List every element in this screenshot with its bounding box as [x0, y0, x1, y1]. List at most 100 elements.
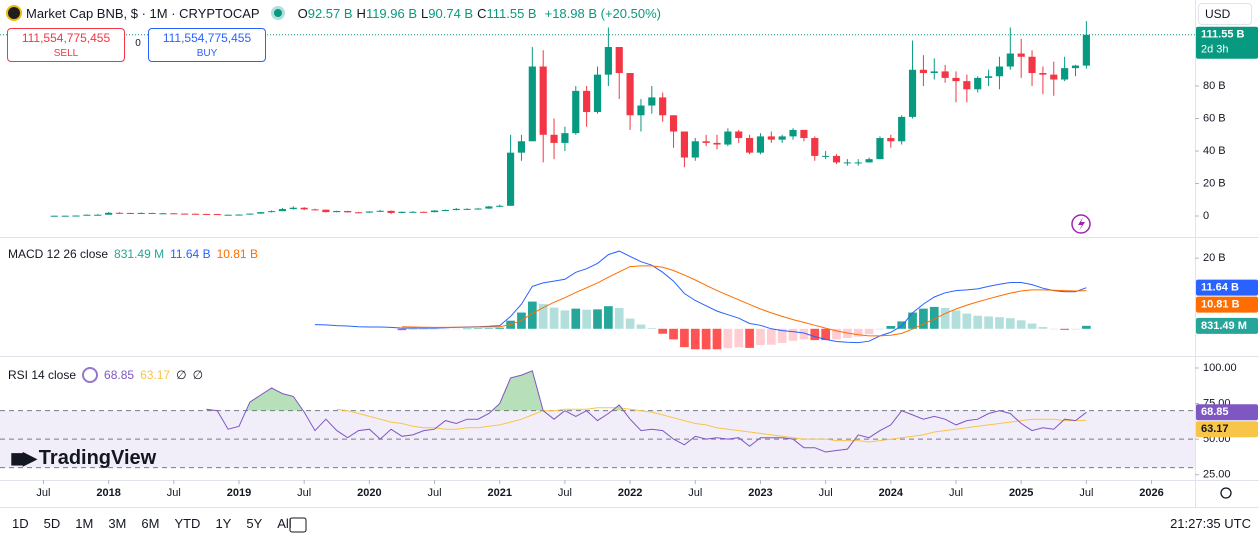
candle-body — [507, 152, 515, 206]
settings-icon[interactable] — [1220, 487, 1232, 499]
candle-body — [746, 138, 754, 153]
range-button[interactable]: 1D — [12, 516, 29, 531]
symbol-logo — [6, 5, 22, 21]
candle-body — [626, 73, 634, 116]
value-tag-bg — [1196, 279, 1258, 296]
candle-body — [778, 136, 786, 140]
symbol-title[interactable]: Market Cap BNB, $ · 1M · CRYPTOCAP — [26, 5, 260, 21]
x-tick-label: Jul — [949, 487, 963, 499]
candle-body — [898, 116, 906, 142]
histogram-bar — [538, 304, 548, 329]
candle-body — [854, 162, 862, 164]
value-tag-bg — [1196, 317, 1258, 334]
x-tick-label: 2022 — [618, 487, 642, 499]
histogram-bar — [614, 307, 624, 329]
candle-body — [496, 205, 504, 207]
histogram-bar — [951, 310, 961, 329]
ohlc-value: 92.57 B — [307, 5, 353, 21]
range-button[interactable]: 3M — [108, 516, 127, 531]
histogram-bar — [1027, 323, 1037, 329]
candle-body — [735, 131, 743, 139]
countdown: 2d 3h — [1201, 44, 1229, 56]
last-price-tag-bg — [1196, 26, 1258, 59]
candle-body — [170, 213, 178, 215]
histogram-bar — [430, 328, 439, 330]
indicator-title: MACD 12 26 close — [8, 247, 109, 261]
value-tag: 68.85 — [1201, 406, 1229, 418]
histogram-bar — [810, 328, 820, 341]
histogram-bar — [658, 328, 668, 334]
range-button[interactable]: 5D — [43, 516, 61, 531]
candle-body — [344, 210, 352, 213]
candle-body — [822, 155, 830, 157]
candle-body — [767, 136, 775, 140]
candle-body — [908, 69, 917, 117]
range-button[interactable]: 1Y — [215, 516, 232, 531]
y-tick-label: 20 B — [1203, 177, 1226, 189]
rsi-legend: RSI 14 close 68.85 63.17 ∅ ∅ — [8, 367, 203, 383]
change: +18.98 B (+20.50%) — [544, 5, 661, 21]
range-button[interactable]: 5Y — [246, 516, 263, 531]
status-dot — [273, 9, 282, 17]
candle-body — [995, 66, 1004, 77]
candle-body — [713, 142, 721, 145]
toolbar: 1D 5D 1M 3M 6M YTD 1Y 5Y All — [12, 516, 292, 531]
candle-body — [300, 207, 308, 210]
range-button[interactable]: All — [277, 516, 292, 531]
x-tick-label: 2023 — [748, 487, 772, 499]
candle-body — [398, 211, 406, 213]
candle-body — [517, 141, 526, 153]
ohlc-key: H — [356, 5, 366, 21]
ohlc-value: 119.96 B — [365, 5, 418, 21]
candle-body — [387, 210, 395, 213]
currency-select[interactable]: USD — [1198, 3, 1252, 25]
candle-body — [941, 71, 949, 78]
histogram-bar — [625, 318, 635, 329]
sell-button[interactable]: 111,554,775,455 SELL — [7, 28, 125, 62]
candle-body — [72, 215, 80, 217]
histogram-bar — [560, 310, 570, 329]
candle-body — [94, 214, 102, 216]
buy-button[interactable]: 111,554,775,455 BUY — [148, 28, 266, 62]
candle-body — [1082, 34, 1090, 66]
candle-body — [485, 206, 493, 209]
ohlc-value: 90.74 B — [428, 5, 474, 21]
histogram-bar — [875, 328, 885, 330]
histogram-bar — [821, 328, 830, 341]
range-button[interactable]: YTD — [174, 516, 201, 531]
candle-body — [539, 66, 547, 135]
indicator-icon[interactable] — [82, 367, 99, 383]
x-tick-label: Jul — [688, 487, 702, 499]
histogram-bar — [712, 328, 722, 350]
histogram-bar — [582, 309, 591, 329]
legend-value: 11.64 B — [170, 247, 211, 261]
ohlc: O 92.57 B H 119.96 B L 90.74 B C 111.55 B — [294, 6, 537, 21]
range-button[interactable]: 1M — [75, 516, 94, 531]
date-range-icon[interactable] — [289, 517, 307, 533]
candle-body — [550, 134, 558, 143]
legend-value: 63.17 — [140, 368, 171, 382]
rsi-line — [206, 370, 1087, 453]
candle-body — [115, 212, 124, 214]
candle-body — [985, 76, 993, 78]
buy-label: BUY — [196, 48, 218, 59]
legend-value: ∅ — [176, 368, 187, 382]
candle-body — [561, 133, 569, 143]
candle-body — [919, 69, 927, 74]
brand-name: TradingView — [38, 447, 157, 469]
histogram-bar — [940, 307, 950, 329]
candle-body — [441, 210, 449, 212]
event-icon[interactable] — [1071, 214, 1091, 234]
histogram-bar — [1016, 320, 1026, 329]
candle-body — [615, 47, 623, 74]
x-tick-label: Jul — [819, 487, 833, 499]
histogram-bar — [571, 308, 581, 329]
candle-body — [463, 208, 471, 210]
candle-body — [952, 77, 960, 82]
buy-price: 111,554,775,455 — [162, 31, 252, 45]
histogram-bar — [886, 325, 896, 329]
range-button[interactable]: 6M — [141, 516, 160, 531]
candle-body — [202, 213, 210, 215]
